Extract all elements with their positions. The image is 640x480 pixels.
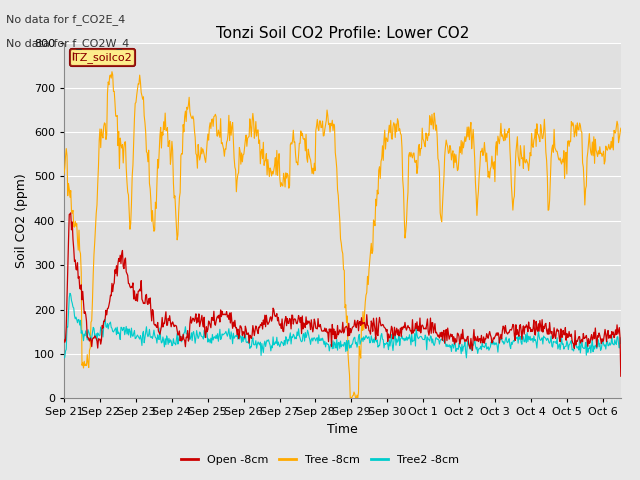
Legend: Open -8cm, Tree -8cm, Tree2 -8cm: Open -8cm, Tree -8cm, Tree2 -8cm [177,451,463,469]
Open -8cm [139,298,147,304]
Text: No data for f_CO2E_4: No data for f_CO2E_4 [6,14,125,25]
Tree2 -8cm [617,341,625,347]
Open -8cm [67,210,75,216]
Tree -8cm [60,171,68,177]
Tree2 -8cm [63,347,70,352]
Open -8cm [474,334,481,339]
Tree -8cm [298,131,306,136]
Line: Open -8cm: Open -8cm [64,213,621,376]
Tree -8cm [475,188,483,194]
Legend: TZ_soilco2: TZ_soilco2 [70,49,135,66]
Tree -8cm [617,125,625,131]
Tree2 -8cm [66,290,74,296]
Tree2 -8cm [298,338,306,344]
Tree2 -8cm [319,338,327,344]
Tree -8cm [108,69,116,74]
Open -8cm [298,313,306,319]
Tree -8cm [319,133,327,139]
Y-axis label: Soil CO2 (ppm): Soil CO2 (ppm) [15,173,28,268]
Tree2 -8cm [139,330,147,336]
Open -8cm [617,373,625,379]
Open -8cm [460,336,468,342]
Open -8cm [60,336,68,342]
Title: Tonzi Soil CO2 Profile: Lower CO2: Tonzi Soil CO2 Profile: Lower CO2 [216,25,469,41]
Line: Tree -8cm: Tree -8cm [64,72,621,398]
Tree -8cm [139,96,147,102]
Open -8cm [63,324,70,330]
Tree2 -8cm [60,355,68,361]
Text: No data for f_CO2W_4: No data for f_CO2W_4 [6,38,130,49]
Tree -8cm [461,134,468,140]
Tree -8cm [346,396,354,401]
Tree -8cm [63,145,70,151]
Open -8cm [319,328,327,334]
Line: Tree2 -8cm: Tree2 -8cm [64,293,621,358]
Tree2 -8cm [474,350,481,356]
Tree2 -8cm [460,343,468,349]
X-axis label: Time: Time [327,423,358,436]
